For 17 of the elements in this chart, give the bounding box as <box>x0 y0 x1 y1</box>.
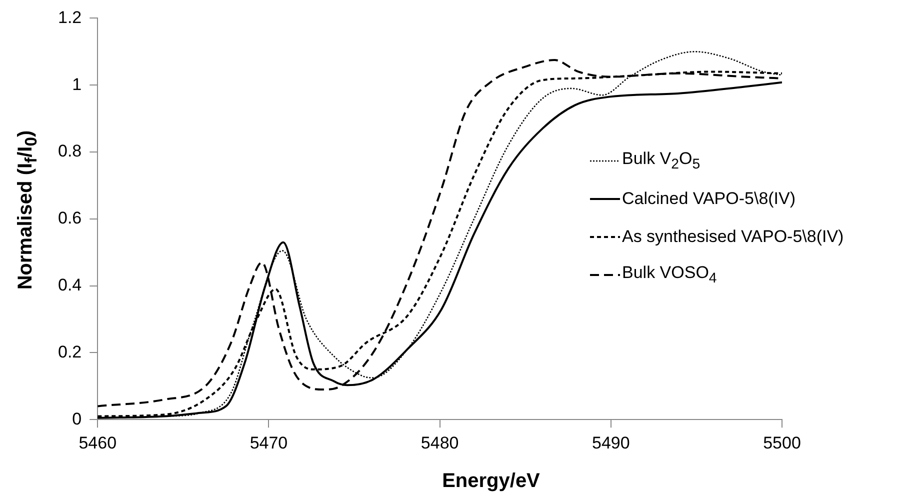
x-axis-title: Energy/eV <box>441 470 541 493</box>
legend-label: As synthesised VAPO-5\8(IV) <box>622 227 844 247</box>
y-tick-label: 0.4 <box>58 275 82 294</box>
x-tick-label: 5480 <box>420 433 459 452</box>
y-tick-label: 0 <box>72 409 82 428</box>
y-tick-label: 0.8 <box>58 142 82 161</box>
y-tick-label: 1.2 <box>58 8 82 27</box>
x-tick-label: 5490 <box>592 433 630 452</box>
legend-label: Bulk VOSO$_{4}$ <box>622 263 717 287</box>
y-tick-label: 1 <box>72 74 82 94</box>
x-tick-label: 5470 <box>250 433 288 452</box>
y-tick-label: 0.6 <box>58 208 82 228</box>
x-tick-label: 5500 <box>763 433 801 452</box>
legend-label: Calcined VAPO-5\8(IV) <box>622 189 796 209</box>
x-tick-label: 5460 <box>78 433 117 452</box>
legend-label: Bulk V$_{2}$O$_{5}$ <box>622 149 700 173</box>
y-tick-label: 0.2 <box>58 342 82 362</box>
